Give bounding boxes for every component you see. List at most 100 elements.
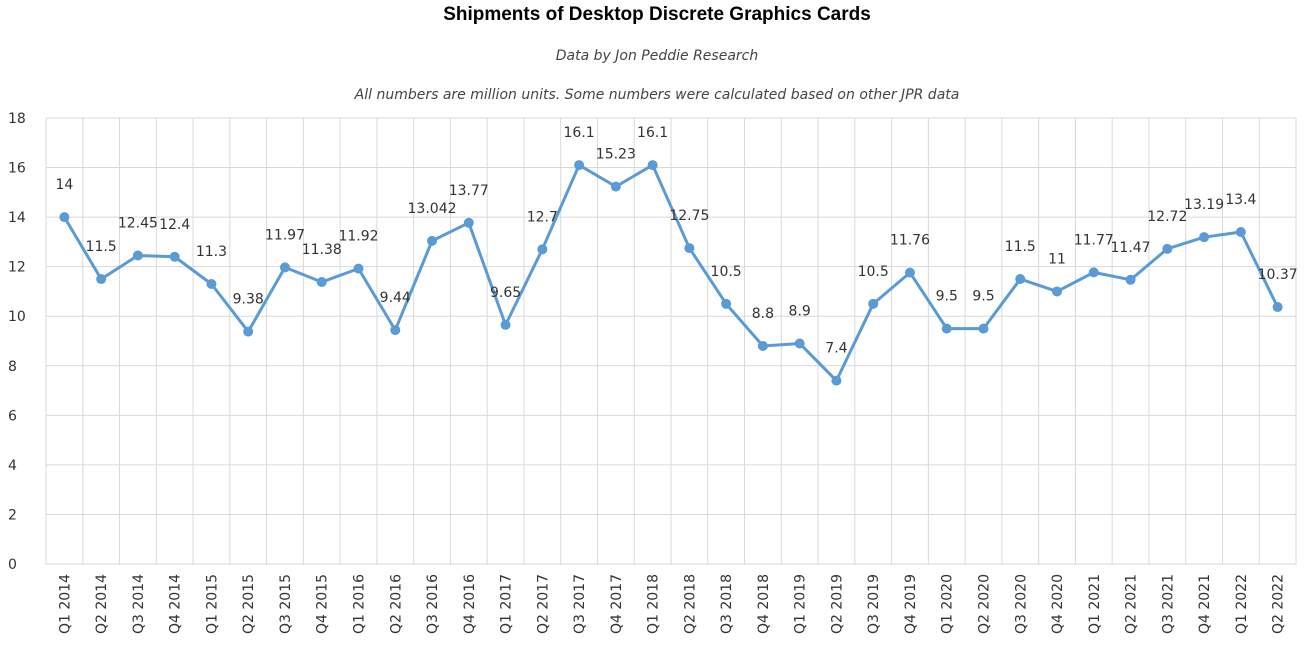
- data-label: 11.3: [196, 244, 227, 260]
- data-point: [427, 235, 438, 246]
- y-tick-label: 0: [8, 557, 17, 573]
- data-label: 11.38: [302, 242, 342, 258]
- data-point: [243, 326, 254, 337]
- data-label: 12.75: [669, 208, 709, 224]
- data-label: 9.38: [233, 292, 264, 308]
- data-point: [684, 243, 695, 254]
- x-tick-label: Q3 2014: [131, 574, 147, 634]
- y-tick-label: 12: [8, 260, 26, 276]
- data-label: 11.77: [1074, 232, 1114, 248]
- data-point: [610, 181, 621, 192]
- x-tick-label: Q2 2021: [1124, 574, 1140, 634]
- x-tick-label: Q1 2021: [1087, 574, 1103, 634]
- x-tick-label: Q4 2015: [315, 574, 331, 634]
- x-axis-ticks: Q1 2014 Q2 2014 Q3 2014 Q4 2014 Q1 2015 Q2 20…: [57, 574, 1286, 634]
- x-tick-label: Q4 2019: [903, 574, 919, 634]
- data-label: 11: [1048, 251, 1066, 267]
- data-point: [353, 263, 364, 274]
- x-tick-label: Q3 2019: [866, 574, 882, 634]
- data-point: [59, 212, 70, 223]
- data-point: [463, 217, 474, 228]
- data-point: [831, 375, 842, 386]
- data-point: [1088, 267, 1099, 278]
- x-tick-label: Q1 2020: [940, 574, 956, 634]
- data-label: 9.65: [490, 285, 521, 301]
- x-tick-label: Q4 2016: [462, 574, 478, 634]
- x-tick-label: Q3 2016: [425, 574, 441, 634]
- data-point: [1272, 302, 1283, 313]
- data-label: 16.1: [564, 125, 595, 141]
- data-label: 16.1: [637, 125, 668, 141]
- data-label: 9.5: [972, 289, 994, 305]
- data-label: 13.19: [1184, 197, 1224, 213]
- x-tick-label: Q3 2015: [278, 574, 294, 634]
- data-point: [647, 160, 658, 171]
- series-line: [63, 163, 1279, 383]
- data-label: 14: [55, 177, 73, 193]
- data-point: [537, 244, 548, 255]
- y-tick-label: 10: [8, 309, 26, 325]
- x-tick-label: Q4 2014: [168, 574, 184, 634]
- data-label: 15.23: [596, 147, 636, 163]
- data-label: 11.47: [1111, 240, 1151, 256]
- x-tick-label: Q3 2021: [1160, 574, 1176, 634]
- y-tick-label: 2: [8, 507, 17, 523]
- data-label: 13.4: [1225, 192, 1256, 208]
- x-tick-label: Q2 2015: [241, 574, 257, 634]
- x-tick-label: Q1 2022: [1234, 574, 1250, 634]
- data-point: [1015, 274, 1026, 285]
- data-label: 12.4: [159, 217, 190, 233]
- x-tick-label: Q2 2016: [388, 574, 404, 634]
- data-point: [868, 298, 879, 309]
- data-point: [390, 325, 401, 336]
- chart-title: Shipments of Desktop Discrete Graphics C…: [443, 4, 871, 25]
- series-points: [59, 160, 1283, 386]
- x-tick-label: Q4 2020: [1050, 574, 1066, 634]
- data-label: 11.92: [338, 229, 378, 245]
- data-label: 11.97: [265, 227, 305, 243]
- data-point: [316, 277, 327, 288]
- x-tick-label: Q2 2022: [1271, 574, 1287, 634]
- data-label: 11.76: [890, 233, 930, 249]
- x-tick-label: Q1 2016: [352, 574, 368, 634]
- data-point: [132, 250, 143, 261]
- data-point: [1199, 232, 1210, 243]
- data-label: 8.9: [789, 303, 811, 319]
- y-tick-label: 8: [8, 359, 17, 375]
- data-label: 11.5: [86, 239, 117, 255]
- data-point: [1235, 226, 1246, 237]
- chart-gridlines: [45, 117, 1297, 565]
- data-point: [206, 279, 217, 290]
- data-point: [500, 319, 511, 330]
- y-tick-label: 4: [8, 458, 17, 474]
- chart-subtitle-source: Data by Jon Peddie Research: [555, 48, 759, 64]
- data-label: 12.7: [527, 209, 558, 225]
- x-tick-label: Q3 2020: [1013, 574, 1029, 634]
- x-tick-label: Q2 2014: [94, 574, 110, 634]
- y-tick-label: 18: [8, 111, 26, 127]
- data-point: [574, 160, 585, 171]
- data-label: 12.72: [1147, 209, 1187, 225]
- x-tick-label: Q3 2017: [572, 574, 588, 634]
- x-tick-label: Q2 2018: [682, 574, 698, 634]
- x-tick-label: Q1 2014: [57, 574, 73, 634]
- data-label: 9.5: [936, 289, 958, 305]
- x-tick-label: Q4 2018: [756, 574, 772, 634]
- data-label: 10.5: [858, 264, 889, 280]
- data-point: [279, 262, 290, 273]
- data-point: [978, 323, 989, 334]
- data-label: 10.37: [1258, 267, 1298, 283]
- data-label: 13.042: [408, 201, 457, 217]
- data-point: [1162, 243, 1173, 254]
- data-point: [794, 338, 805, 349]
- data-label: 13.77: [449, 183, 489, 199]
- data-point: [1125, 274, 1136, 285]
- data-point: [904, 267, 915, 278]
- x-tick-label: Q1 2019: [793, 574, 809, 634]
- x-tick-label: Q2 2019: [829, 574, 845, 634]
- chart-subtitle-note: All numbers are million units. Some numb…: [354, 87, 960, 103]
- x-tick-label: Q3 2018: [719, 574, 735, 634]
- data-point: [721, 298, 732, 309]
- y-tick-label: 14: [8, 210, 26, 226]
- data-label: 11.5: [1005, 239, 1036, 255]
